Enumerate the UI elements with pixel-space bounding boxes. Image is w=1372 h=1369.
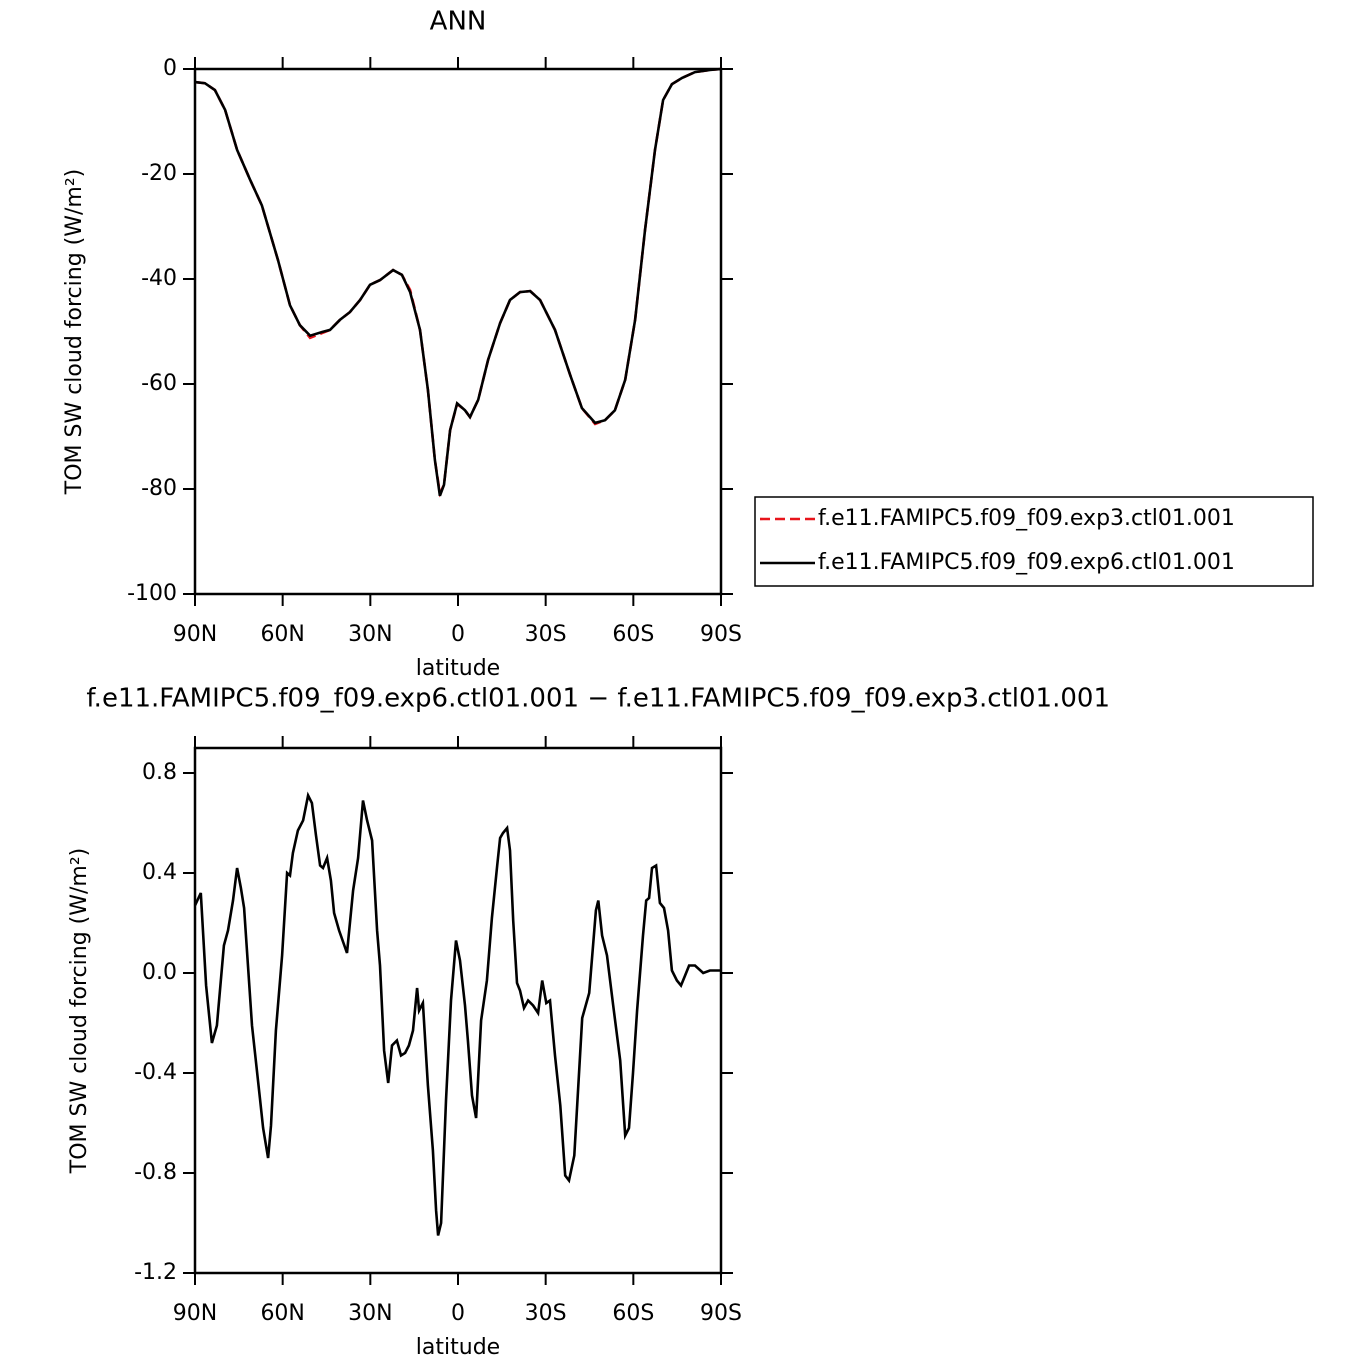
x-tick-label: 60S bbox=[612, 622, 654, 647]
x-axis-label: latitude bbox=[416, 1335, 500, 1360]
legend-label: f.e11.FAMIPC5.f09_f09.exp6.ctl01.001 bbox=[818, 550, 1235, 575]
y-tick-label: -80 bbox=[141, 476, 177, 501]
x-tick-label: 90S bbox=[700, 1301, 742, 1326]
x-axis-label: latitude bbox=[416, 656, 500, 681]
chart-title: ANN bbox=[430, 7, 487, 37]
chart-title: f.e11.FAMIPC5.f09_f09.exp6.ctl01.001 − f… bbox=[86, 684, 1110, 714]
x-tick-label: 30S bbox=[525, 622, 567, 647]
data-line bbox=[194, 67, 722, 498]
x-tick-label: 0 bbox=[451, 622, 465, 647]
x-tick-label: 90N bbox=[173, 1301, 217, 1326]
x-tick-label: 30N bbox=[348, 622, 392, 647]
x-tick-label: 60S bbox=[612, 1301, 654, 1326]
plot-frame bbox=[193, 67, 723, 596]
y-tick-label: -100 bbox=[127, 581, 177, 606]
x-tick-label: 0 bbox=[451, 1301, 465, 1326]
y-tick-label: -0.4 bbox=[134, 1060, 177, 1085]
legend-label: f.e11.FAMIPC5.f09_f09.exp3.ctl01.001 bbox=[818, 506, 1235, 531]
x-tick-label: 30S bbox=[525, 1301, 567, 1326]
y-axis-label: TOM SW cloud forcing (W/m²) bbox=[62, 169, 87, 495]
x-tick-label: 90N bbox=[173, 622, 217, 647]
data-line bbox=[193, 791, 721, 1236]
y-axis-label: TOM SW cloud forcing (W/m²) bbox=[67, 848, 92, 1174]
y-tick-label: 0.0 bbox=[142, 960, 177, 985]
data-line bbox=[194, 67, 722, 497]
y-tick-label: -20 bbox=[141, 161, 177, 186]
x-tick-label: 60N bbox=[260, 622, 304, 647]
legend-box bbox=[754, 496, 1314, 587]
y-tick-label: 0.8 bbox=[142, 760, 177, 785]
y-tick-label: 0.4 bbox=[142, 860, 177, 885]
x-tick-label: 90S bbox=[700, 622, 742, 647]
x-tick-label: 60N bbox=[260, 1301, 304, 1326]
plot-frame bbox=[193, 746, 723, 1275]
y-tick-label: -0.8 bbox=[134, 1160, 177, 1185]
y-tick-label: -60 bbox=[141, 371, 177, 396]
y-tick-label: -40 bbox=[141, 266, 177, 291]
y-tick-label: 0 bbox=[163, 56, 177, 81]
x-tick-label: 30N bbox=[348, 1301, 392, 1326]
y-tick-label: -1.2 bbox=[134, 1260, 177, 1285]
